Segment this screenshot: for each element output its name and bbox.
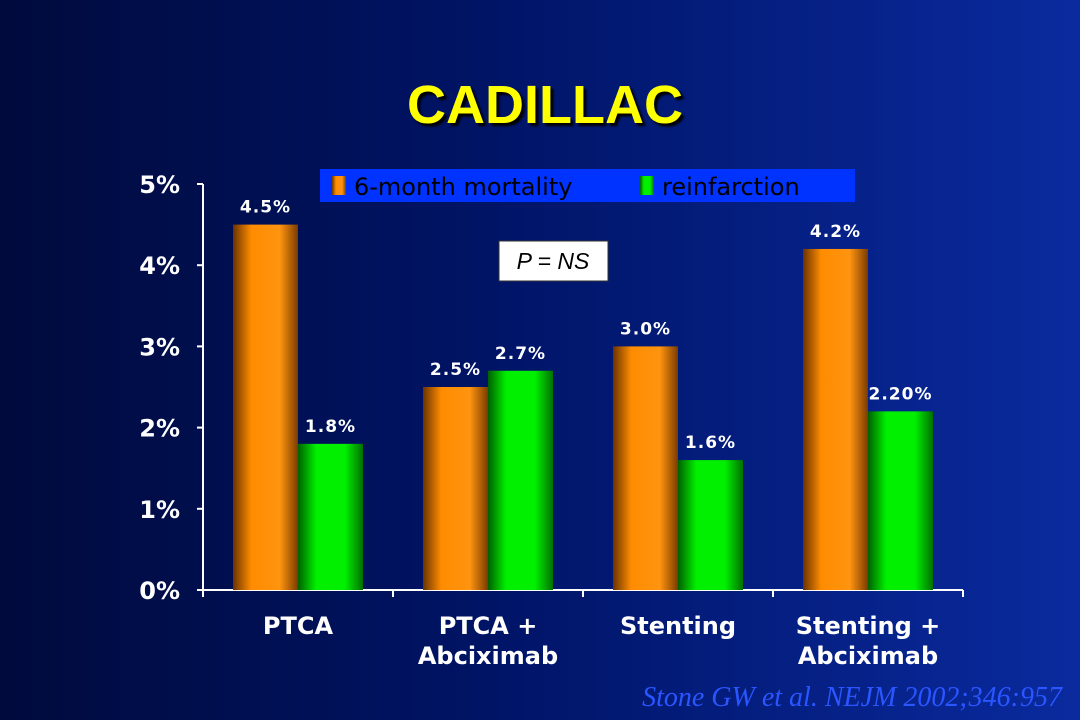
legend: 6-month mortality reinfarction xyxy=(320,169,855,202)
bar-mortality xyxy=(613,346,678,590)
data-label: 1.8% xyxy=(305,417,356,437)
x-category-label: Abciximab xyxy=(418,642,558,670)
annotation-text: P = NS xyxy=(517,248,590,274)
y-tick-label: 5% xyxy=(139,171,180,199)
legend-box xyxy=(320,169,855,202)
citation: Stone GW et al. NEJM 2002;346:957 xyxy=(642,682,1062,713)
p-value-annotation: P = NS xyxy=(498,240,609,282)
bar-mortality xyxy=(233,224,298,590)
x-category-label: Stenting xyxy=(620,612,736,640)
x-category-label: Abciximab xyxy=(798,642,938,670)
data-label: 3.0% xyxy=(620,319,671,339)
legend-label-reinfarction: reinfarction xyxy=(662,173,800,201)
data-label: 2.20% xyxy=(869,384,933,404)
legend-swatch-mortality xyxy=(332,176,346,195)
data-label: 4.2% xyxy=(810,222,861,242)
bar-reinfarction xyxy=(298,443,363,590)
bar-mortality xyxy=(423,387,488,590)
x-category-label: Stenting + xyxy=(796,612,941,640)
legend-label-mortality: 6-month mortality xyxy=(354,173,572,201)
bar-reinfarction xyxy=(488,370,553,590)
data-labels: 4.5% 1.8% 2.5% 2.7% 3.0% 1.6% 4.2% 2.20% xyxy=(240,198,933,453)
y-tick-label: 0% xyxy=(139,577,180,605)
annotation-box xyxy=(498,240,609,282)
y-tick-label: 3% xyxy=(139,333,180,361)
x-category-label: PTCA + xyxy=(439,612,538,640)
data-label: 2.5% xyxy=(430,360,481,380)
slide-title: CADILLAC xyxy=(407,75,683,135)
x-category-label: PTCA xyxy=(263,612,334,640)
y-tick-label: 1% xyxy=(139,496,180,524)
y-tick-label: 4% xyxy=(139,252,180,280)
bar-mortality xyxy=(803,248,868,590)
y-tick-label: 2% xyxy=(139,415,180,443)
data-label: 2.7% xyxy=(495,344,546,364)
bar-reinfarction xyxy=(868,411,933,590)
bar-reinfarction xyxy=(678,460,743,590)
legend-swatch-reinfarction xyxy=(640,176,654,195)
data-label: 4.5% xyxy=(240,198,291,218)
bars xyxy=(233,224,933,590)
data-label: 1.6% xyxy=(685,433,736,453)
